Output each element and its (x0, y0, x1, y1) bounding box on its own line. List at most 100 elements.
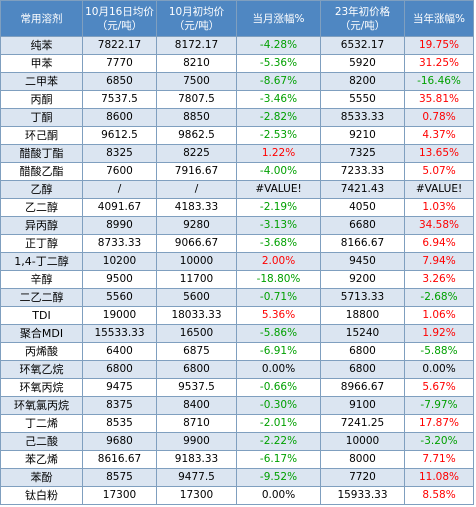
cell-year-start-price: 7421.43 (320, 180, 405, 199)
cell-year-start-price: 6532.17 (320, 36, 405, 55)
cell-oct1-price: 9477.5 (156, 468, 237, 487)
cell-month-change: -4.28% (236, 36, 321, 55)
cell-year-start-price: 6680 (320, 216, 405, 235)
table-row: 丙烯酸 6400 6875 -6.91% 6800 -5.88% (0, 342, 474, 361)
cell-month-change: 0.00% (236, 486, 321, 505)
cell-year-start-price: 5713.33 (320, 288, 405, 307)
cell-year-change: 13.65% (404, 144, 474, 163)
cell-oct16-price: 7600 (82, 162, 157, 181)
cell-oct16-price: 15533.33 (82, 324, 157, 343)
cell-month-change: #VALUE! (236, 180, 321, 199)
cell-year-start-price: 7720 (320, 468, 405, 487)
table-row: 丁二烯 8535 8710 -2.01% 7241.25 17.87% (0, 414, 474, 433)
cell-oct16-price: 7822.17 (82, 36, 157, 55)
cell-month-change: 0.00% (236, 360, 321, 379)
table-row: TDI 19000 18033.33 5.36% 18800 1.06% (0, 306, 474, 325)
table-row: 乙二醇 4091.67 4183.33 -2.19% 4050 1.03% (0, 198, 474, 217)
cell-name: 醋酸乙酯 (0, 162, 83, 181)
cell-year-change: -3.20% (404, 432, 474, 451)
cell-year-change: 0.78% (404, 108, 474, 127)
cell-oct1-price: 10000 (156, 252, 237, 271)
cell-name: 丙烯酸 (0, 342, 83, 361)
cell-oct1-price: 6875 (156, 342, 237, 361)
cell-month-change: -0.71% (236, 288, 321, 307)
table-row: 丁酮 8600 8850 -2.82% 8533.33 0.78% (0, 108, 474, 127)
cell-year-start-price: 7241.25 (320, 414, 405, 433)
cell-oct1-price: 8225 (156, 144, 237, 163)
cell-year-change: 3.26% (404, 270, 474, 289)
cell-year-change: 8.58% (404, 486, 474, 505)
cell-name: 环氧乙烷 (0, 360, 83, 379)
table-row: 苯乙烯 8616.67 9183.33 -6.17% 8000 7.71% (0, 450, 474, 469)
cell-year-change: 1.92% (404, 324, 474, 343)
table-row: 己二酸 9680 9900 -2.22% 10000 -3.20% (0, 432, 474, 451)
cell-name: 1,4-丁二醇 (0, 252, 83, 271)
cell-name: 二甲苯 (0, 72, 83, 91)
cell-month-change: 2.00% (236, 252, 321, 271)
cell-oct1-price: 8710 (156, 414, 237, 433)
cell-oct16-price: 8375 (82, 396, 157, 415)
cell-oct16-price: 9612.5 (82, 126, 157, 145)
table-row: 环己酮 9612.5 9862.5 -2.53% 9210 4.37% (0, 126, 474, 145)
cell-oct1-price: 8210 (156, 54, 237, 73)
cell-oct1-price: 18033.33 (156, 306, 237, 325)
cell-oct1-price: 9183.33 (156, 450, 237, 469)
cell-oct1-price: 7916.67 (156, 162, 237, 181)
cell-oct1-price: 5600 (156, 288, 237, 307)
cell-month-change: -6.17% (236, 450, 321, 469)
cell-year-start-price: 5920 (320, 54, 405, 73)
cell-month-change: -2.53% (236, 126, 321, 145)
table-body: 纯苯 7822.17 8172.17 -4.28% 6532.17 19.75% 甲苯 777… (0, 36, 474, 505)
header-year-start-price: 23年初价格（元/吨） (320, 0, 405, 37)
cell-oct16-price: 6400 (82, 342, 157, 361)
cell-oct16-price: 8600 (82, 108, 157, 127)
cell-name: 钛白粉 (0, 486, 83, 505)
cell-oct16-price: 9680 (82, 432, 157, 451)
header-month-change: 当月涨幅% (236, 0, 321, 37)
table-row: 1,4-丁二醇 10200 10000 2.00% 9450 7.94% (0, 252, 474, 271)
cell-oct16-price: 8733.33 (82, 234, 157, 253)
cell-oct16-price: 7537.5 (82, 90, 157, 109)
cell-oct1-price: 6800 (156, 360, 237, 379)
table-row: 正丁醇 8733.33 9066.67 -3.68% 8166.67 6.94% (0, 234, 474, 253)
cell-year-start-price: 4050 (320, 198, 405, 217)
table-row: 乙醇 / / #VALUE! 7421.43 #VALUE! (0, 180, 474, 199)
cell-month-change: -9.52% (236, 468, 321, 487)
cell-month-change: -6.91% (236, 342, 321, 361)
cell-oct16-price: 17300 (82, 486, 157, 505)
cell-name: 异丙醇 (0, 216, 83, 235)
table-row: 纯苯 7822.17 8172.17 -4.28% 6532.17 19.75% (0, 36, 474, 55)
table-row: 异丙醇 8990 9280 -3.13% 6680 34.58% (0, 216, 474, 235)
cell-oct1-price: 9066.67 (156, 234, 237, 253)
cell-name: 己二酸 (0, 432, 83, 451)
cell-year-change: 34.58% (404, 216, 474, 235)
cell-year-start-price: 9200 (320, 270, 405, 289)
cell-oct1-price: 8400 (156, 396, 237, 415)
cell-name: 甲苯 (0, 54, 83, 73)
cell-year-change: -2.68% (404, 288, 474, 307)
cell-year-change: 17.87% (404, 414, 474, 433)
table-row: 环氧丙烷 9475 9537.5 -0.66% 8966.67 5.67% (0, 378, 474, 397)
cell-month-change: 1.22% (236, 144, 321, 163)
table-row: 醋酸乙酯 7600 7916.67 -4.00% 7233.33 5.07% (0, 162, 474, 181)
cell-name: 纯苯 (0, 36, 83, 55)
cell-oct1-price: / (156, 180, 237, 199)
cell-oct1-price: 9537.5 (156, 378, 237, 397)
cell-year-change: 19.75% (404, 36, 474, 55)
cell-year-start-price: 8966.67 (320, 378, 405, 397)
cell-oct16-price: 8990 (82, 216, 157, 235)
cell-year-change: 7.71% (404, 450, 474, 469)
table-row: 二甲苯 6850 7500 -8.67% 8200 -16.46% (0, 72, 474, 91)
table-row: 苯酚 8575 9477.5 -9.52% 7720 11.08% (0, 468, 474, 487)
cell-oct16-price: 9500 (82, 270, 157, 289)
cell-year-start-price: 9450 (320, 252, 405, 271)
cell-year-change: 11.08% (404, 468, 474, 487)
cell-year-start-price: 7325 (320, 144, 405, 163)
cell-year-start-price: 8166.67 (320, 234, 405, 253)
table-row: 辛醇 9500 11700 -18.80% 9200 3.26% (0, 270, 474, 289)
cell-name: 苯酚 (0, 468, 83, 487)
cell-month-change: -2.82% (236, 108, 321, 127)
cell-oct16-price: 4091.67 (82, 198, 157, 217)
cell-year-change: 5.67% (404, 378, 474, 397)
cell-month-change: -0.66% (236, 378, 321, 397)
